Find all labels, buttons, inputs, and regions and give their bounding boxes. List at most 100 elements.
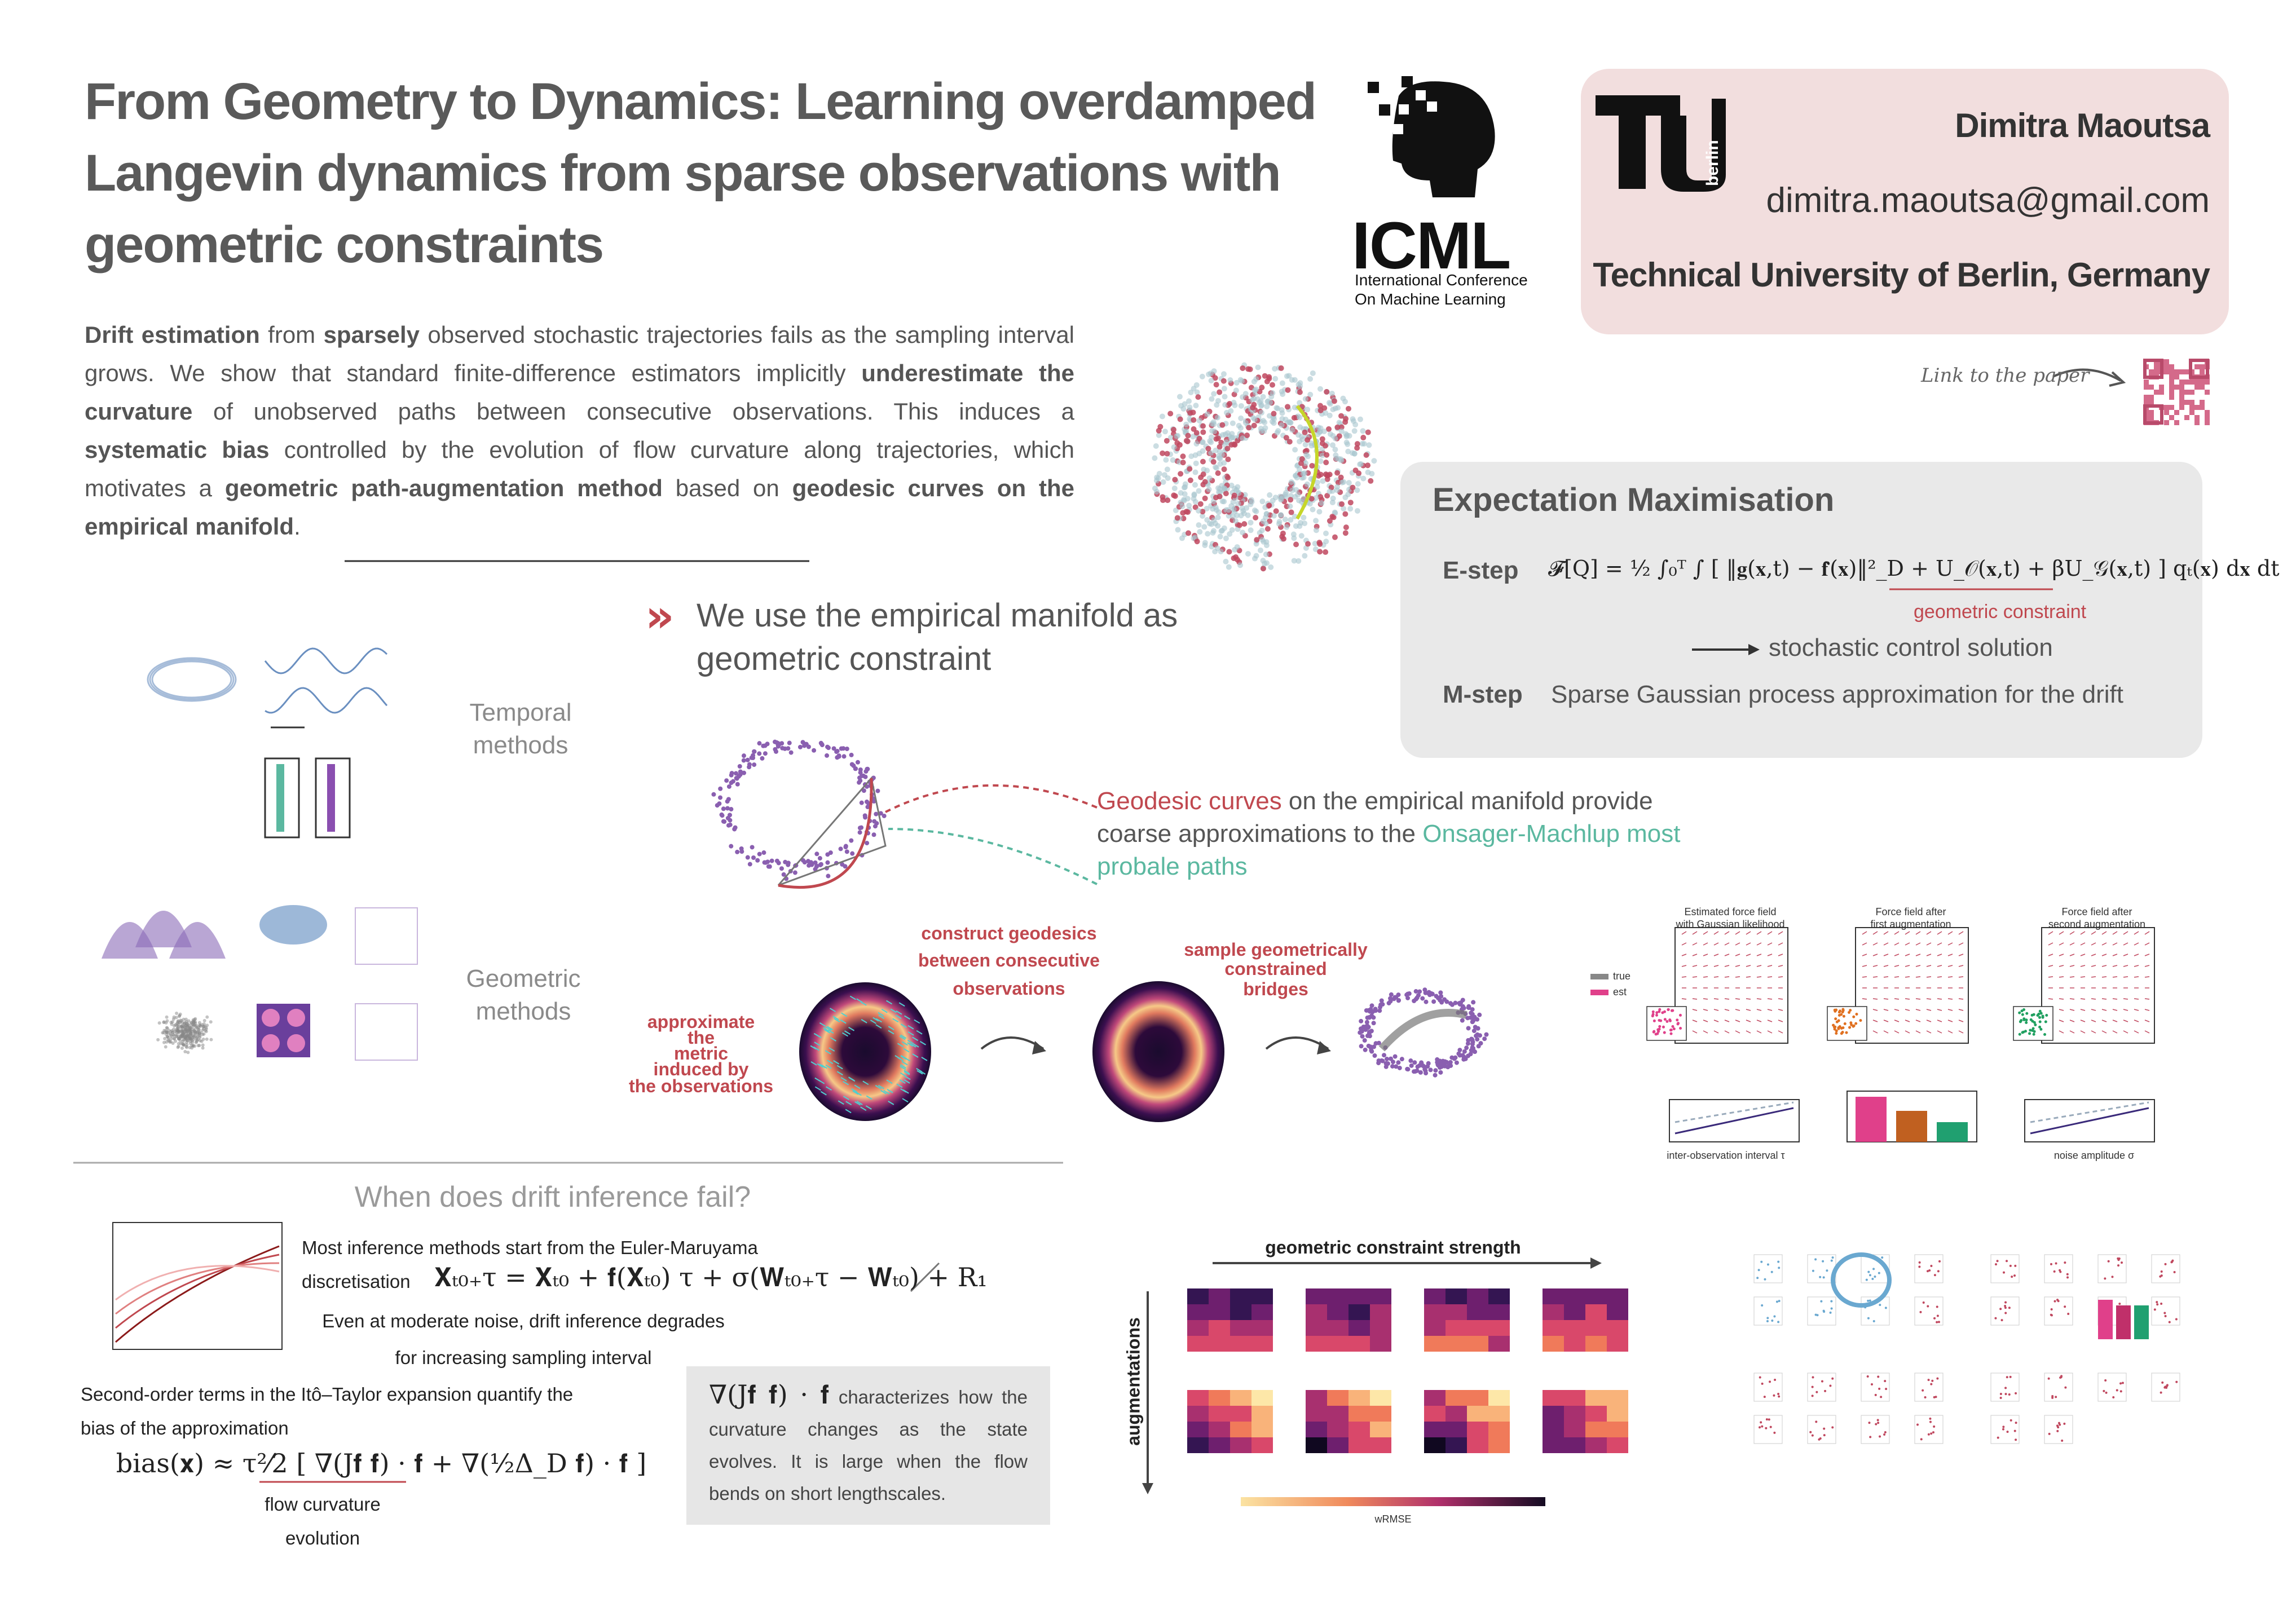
manifold-point bbox=[1197, 529, 1203, 535]
manifold-point bbox=[1317, 407, 1324, 413]
mini-point bbox=[2053, 1270, 2056, 1273]
manifold-point bbox=[1303, 452, 1310, 458]
manifold-point bbox=[1220, 378, 1227, 384]
mini-point bbox=[1930, 1264, 1933, 1267]
qr-cell bbox=[2149, 385, 2154, 390]
manifold-point bbox=[814, 851, 819, 857]
manifold-point bbox=[1251, 422, 1257, 429]
manifold-point bbox=[1178, 490, 1184, 496]
manifold-point bbox=[1180, 405, 1187, 412]
inset-point bbox=[1658, 1027, 1661, 1031]
heatmap-cell bbox=[1543, 1320, 1564, 1336]
manifold-point bbox=[1167, 411, 1174, 417]
manifold-point bbox=[1289, 377, 1295, 383]
mini-point bbox=[1866, 1375, 1869, 1378]
mini-point bbox=[2004, 1393, 2007, 1396]
strength-arrow bbox=[1590, 1257, 1602, 1269]
manifold-point bbox=[1346, 405, 1352, 412]
heatmap-cell bbox=[1230, 1406, 1251, 1422]
force-arrow bbox=[1692, 942, 1698, 946]
manifold-point bbox=[1201, 466, 1207, 473]
sample bbox=[169, 1037, 173, 1041]
bridge-point bbox=[1404, 992, 1409, 998]
bar bbox=[2116, 1305, 2131, 1339]
force-arrow bbox=[1905, 931, 1910, 935]
heatmap-cell bbox=[1327, 1304, 1348, 1320]
bridge-point bbox=[1371, 1021, 1376, 1026]
sample bbox=[202, 1019, 206, 1023]
mini-point bbox=[2160, 1270, 2163, 1273]
qr-cell bbox=[2154, 369, 2159, 374]
inset-point bbox=[2021, 1013, 2024, 1016]
manifold-point bbox=[1210, 459, 1217, 465]
metric-glyph bbox=[900, 1065, 906, 1070]
manifold-point bbox=[1271, 411, 1277, 417]
force-arrow bbox=[1767, 931, 1773, 935]
mini-plot bbox=[2044, 1254, 2073, 1283]
manifold-point bbox=[1204, 505, 1210, 511]
metric-glyph bbox=[832, 1016, 839, 1021]
abstract-text: underestimate the curvature bbox=[85, 360, 1074, 425]
sample bbox=[162, 1020, 166, 1024]
metric-glyph bbox=[870, 1020, 876, 1024]
manifold-point bbox=[1267, 399, 1273, 405]
mini-point bbox=[2117, 1259, 2120, 1261]
metric-glyph bbox=[861, 1019, 867, 1023]
manifold-point bbox=[805, 859, 810, 864]
qr-cell bbox=[2184, 400, 2189, 405]
heatmap-cell bbox=[1187, 1390, 1209, 1406]
manifold-point bbox=[1171, 492, 1177, 498]
tu-logo bbox=[1596, 95, 1680, 116]
manifold-point bbox=[1251, 416, 1258, 422]
manifold-point bbox=[1183, 509, 1189, 515]
manifold-point bbox=[745, 757, 750, 762]
sample bbox=[180, 1046, 184, 1050]
manifold-point bbox=[1217, 461, 1223, 467]
inset-point bbox=[1837, 1027, 1840, 1030]
manifold-point bbox=[1190, 409, 1196, 416]
em-title: Expectation Maximisation bbox=[1433, 482, 1835, 518]
mini-point bbox=[1865, 1278, 1868, 1281]
inset-point bbox=[2018, 1032, 2021, 1036]
sample bbox=[179, 1029, 183, 1032]
mini-point bbox=[1874, 1393, 1877, 1396]
manifold-point bbox=[1365, 429, 1371, 435]
manifold-point bbox=[1291, 535, 1297, 541]
heatmap-cell bbox=[1446, 1304, 1467, 1320]
manifold-point bbox=[1273, 508, 1279, 514]
force-arrow bbox=[2123, 1020, 2128, 1022]
mini-plot bbox=[1753, 1254, 1783, 1283]
bridge-point bbox=[1484, 1032, 1489, 1037]
tu-logo bbox=[1619, 116, 1646, 189]
heatmap-cell bbox=[1251, 1437, 1273, 1453]
bar bbox=[1937, 1122, 1968, 1142]
bridge-point bbox=[1466, 1038, 1471, 1043]
manifold-point bbox=[1233, 387, 1239, 394]
force-arrow bbox=[2080, 942, 2086, 946]
force-arrow bbox=[1746, 931, 1751, 935]
mini-point bbox=[2051, 1394, 2054, 1397]
e-step-equation: 𝓕[Q] = ½ ∫₀ᵀ ∫ [ ‖𝐠(𝐱,t) − 𝐟̂(𝐱)‖²_D + U… bbox=[1548, 556, 2280, 581]
bridge-point bbox=[1446, 1063, 1451, 1068]
mini-point bbox=[1756, 1277, 1759, 1279]
logo-head bbox=[1392, 81, 1495, 197]
manifold-point bbox=[1234, 557, 1240, 563]
bridge-point bbox=[1392, 1054, 1398, 1059]
heatmap-cell bbox=[1187, 1406, 1209, 1422]
manifold-point bbox=[1324, 472, 1330, 478]
heatmap-cell bbox=[1230, 1390, 1251, 1406]
mini-point bbox=[2056, 1429, 2059, 1432]
mini-point bbox=[2002, 1426, 2005, 1428]
inset-point bbox=[2025, 1012, 2029, 1015]
strike bbox=[910, 1262, 940, 1292]
bridge-point bbox=[1362, 1038, 1367, 1043]
force-arrow bbox=[1767, 1020, 1773, 1022]
force-arrow bbox=[1937, 1020, 1942, 1022]
manifold-point bbox=[865, 799, 870, 804]
force-arrow bbox=[1947, 1030, 1953, 1034]
inset-point bbox=[1848, 1026, 1852, 1029]
step-label: induced by bbox=[653, 1059, 749, 1079]
heatmap-cell bbox=[1370, 1288, 1391, 1304]
density-mode bbox=[262, 1009, 280, 1027]
manifold-point bbox=[857, 830, 862, 835]
